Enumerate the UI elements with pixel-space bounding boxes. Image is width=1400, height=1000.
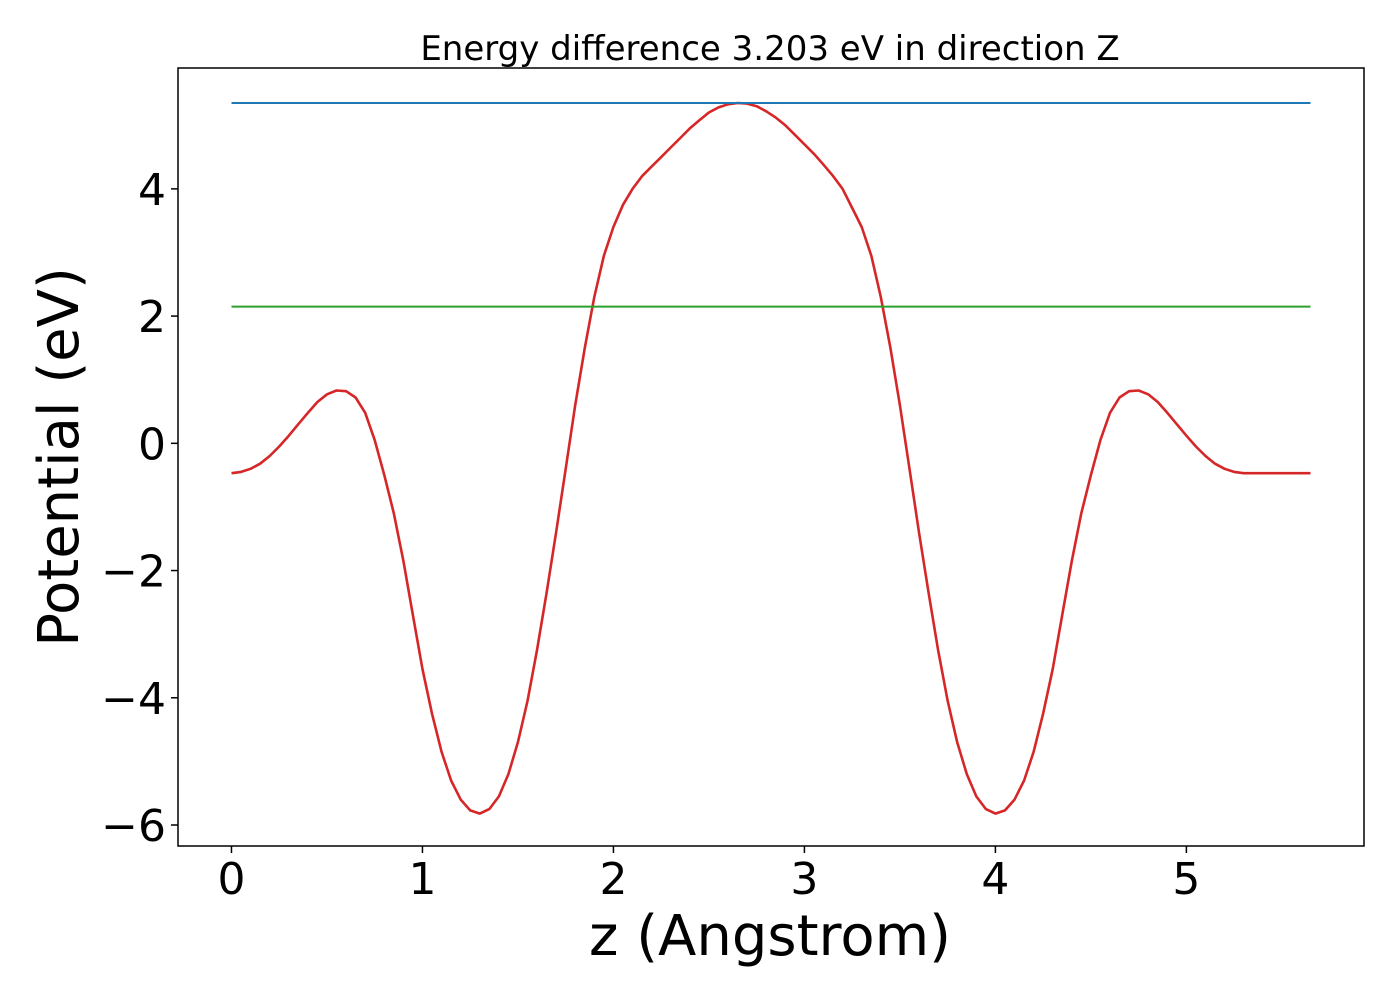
x-tick-label: 0 <box>217 854 245 905</box>
y-tick-label: 0 <box>138 419 166 470</box>
y-axis-label: Potential (eV) <box>27 267 92 647</box>
series-line-0 <box>231 101 1311 815</box>
x-tick-label: 4 <box>981 854 1009 905</box>
x-axis: 0 1 2 3 4 5 <box>217 846 1200 905</box>
x-tick-label: 5 <box>1172 854 1200 905</box>
y-tick-label: 2 <box>138 292 166 343</box>
y-axis: −6 −4 −2 0 2 4 <box>101 165 178 852</box>
plot-area <box>231 101 1311 815</box>
x-axis-label: z (Angstrom) <box>589 904 951 969</box>
x-tick-label: 2 <box>599 854 627 905</box>
chart-title: Energy difference 3.203 eV in direction … <box>420 29 1119 69</box>
y-tick-label: 4 <box>138 165 166 216</box>
y-tick-label: −2 <box>101 547 166 598</box>
x-tick-label: 3 <box>790 854 818 905</box>
x-tick-label: 1 <box>408 854 436 905</box>
y-tick-label: −4 <box>101 674 166 725</box>
plot-frame <box>177 67 1365 847</box>
y-tick-label: −6 <box>101 801 166 852</box>
